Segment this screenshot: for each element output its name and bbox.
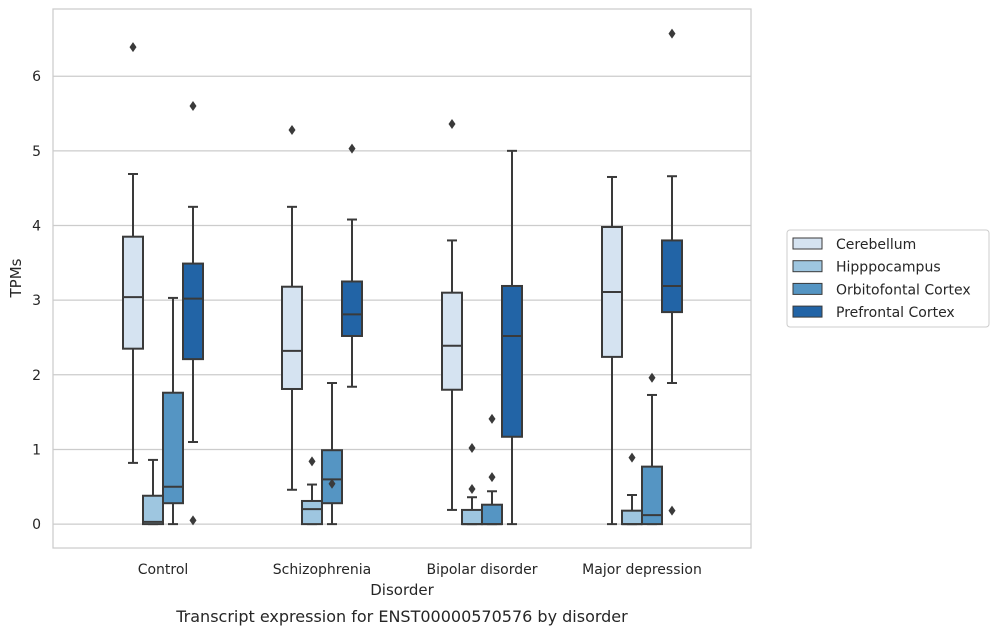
y-tick-label: 6 [32,69,41,85]
legend: Cerebellum Hipppocampus Orbitofontal Corte… [786,229,990,328]
y-tick-label: 0 [32,517,41,533]
legend-swatch [792,305,823,318]
legend-swatch [792,282,823,295]
box-iqr [481,503,503,526]
box-iqr [501,284,523,438]
x-tick-labels: Control Schizophrenia Bipolar disorder Majo… [138,562,702,578]
box-prefrontal-cortex-0 [182,101,204,526]
legend-frame [786,229,990,328]
outlier-point [189,515,197,526]
box-prefrontal-cortex-1 [341,143,363,388]
outlier-point [348,143,356,154]
outlier-point [468,484,476,495]
outlier-point [189,101,197,112]
y-axis-label: TPMs [7,258,25,298]
box-hipppocampus-1 [301,456,323,526]
y-tick-label: 3 [32,293,41,309]
box-iqr [461,508,483,526]
box-cerebellum-0 [122,42,144,464]
box-iqr [122,235,144,350]
box-iqr [321,449,343,505]
box-orbitofontal-cortex-0 [162,296,184,526]
x-tick-label: Major depression [582,562,702,578]
box-cerebellum-3 [601,175,623,526]
box-iqr [301,499,323,526]
box-hipppocampus-3 [621,452,643,526]
box-orbitofontal-cortex-2 [481,413,503,526]
outlier-point [648,372,656,383]
box-iqr [621,509,643,526]
x-axis-label: Disorder [370,581,434,599]
y-tick-labels: 0 1 2 3 4 5 6 [32,69,41,533]
box-orbitofontal-cortex-3 [641,372,663,526]
outlier-point [668,505,676,516]
legend-label: Cerebellum [836,237,916,253]
legend-swatch [792,237,823,250]
legend-label: Prefrontal Cortex [836,305,955,321]
y-tick-label: 1 [32,442,41,458]
box-hipppocampus-2 [461,442,483,526]
outlier-point [488,413,496,424]
box-iqr [341,280,363,337]
box-prefrontal-cortex-3 [661,28,683,516]
y-tick-label: 4 [32,218,41,234]
outlier-point [328,478,336,489]
box-iqr [162,391,184,505]
box-iqr [441,291,463,391]
box-orbitofontal-cortex-1 [321,382,343,526]
y-tick-label: 5 [32,144,41,160]
box-hipppocampus-0 [142,458,164,526]
box-iqr [182,262,204,361]
legend-swatch [792,260,823,273]
outlier-point [308,456,316,467]
outlier-point [668,28,676,39]
box-iqr [661,239,683,314]
box-iqr [281,285,303,390]
plot-area-frame [52,8,752,549]
legend-label: Hipppocampus [836,260,941,276]
x-tick-label: Bipolar disorder [426,562,537,578]
outlier-point [488,472,496,483]
outlier-point [628,452,636,463]
box-iqr [142,494,164,526]
x-tick-label: Control [138,562,189,578]
gridlines [53,75,751,525]
outlier-point [288,124,296,135]
chart-caption: Transcript expression for ENST0000057057… [175,607,628,626]
legend-label: Orbitofontal Cortex [836,282,971,298]
box-iqr [641,465,663,526]
y-tick-label: 2 [32,368,41,384]
boxes [122,28,683,526]
outlier-point [448,118,456,129]
outlier-point [468,442,476,453]
box-cerebellum-2 [441,118,463,511]
box-cerebellum-1 [281,124,303,491]
outlier-point [129,42,137,53]
x-tick-label: Schizophrenia [273,562,371,578]
box-prefrontal-cortex-2 [501,149,523,526]
